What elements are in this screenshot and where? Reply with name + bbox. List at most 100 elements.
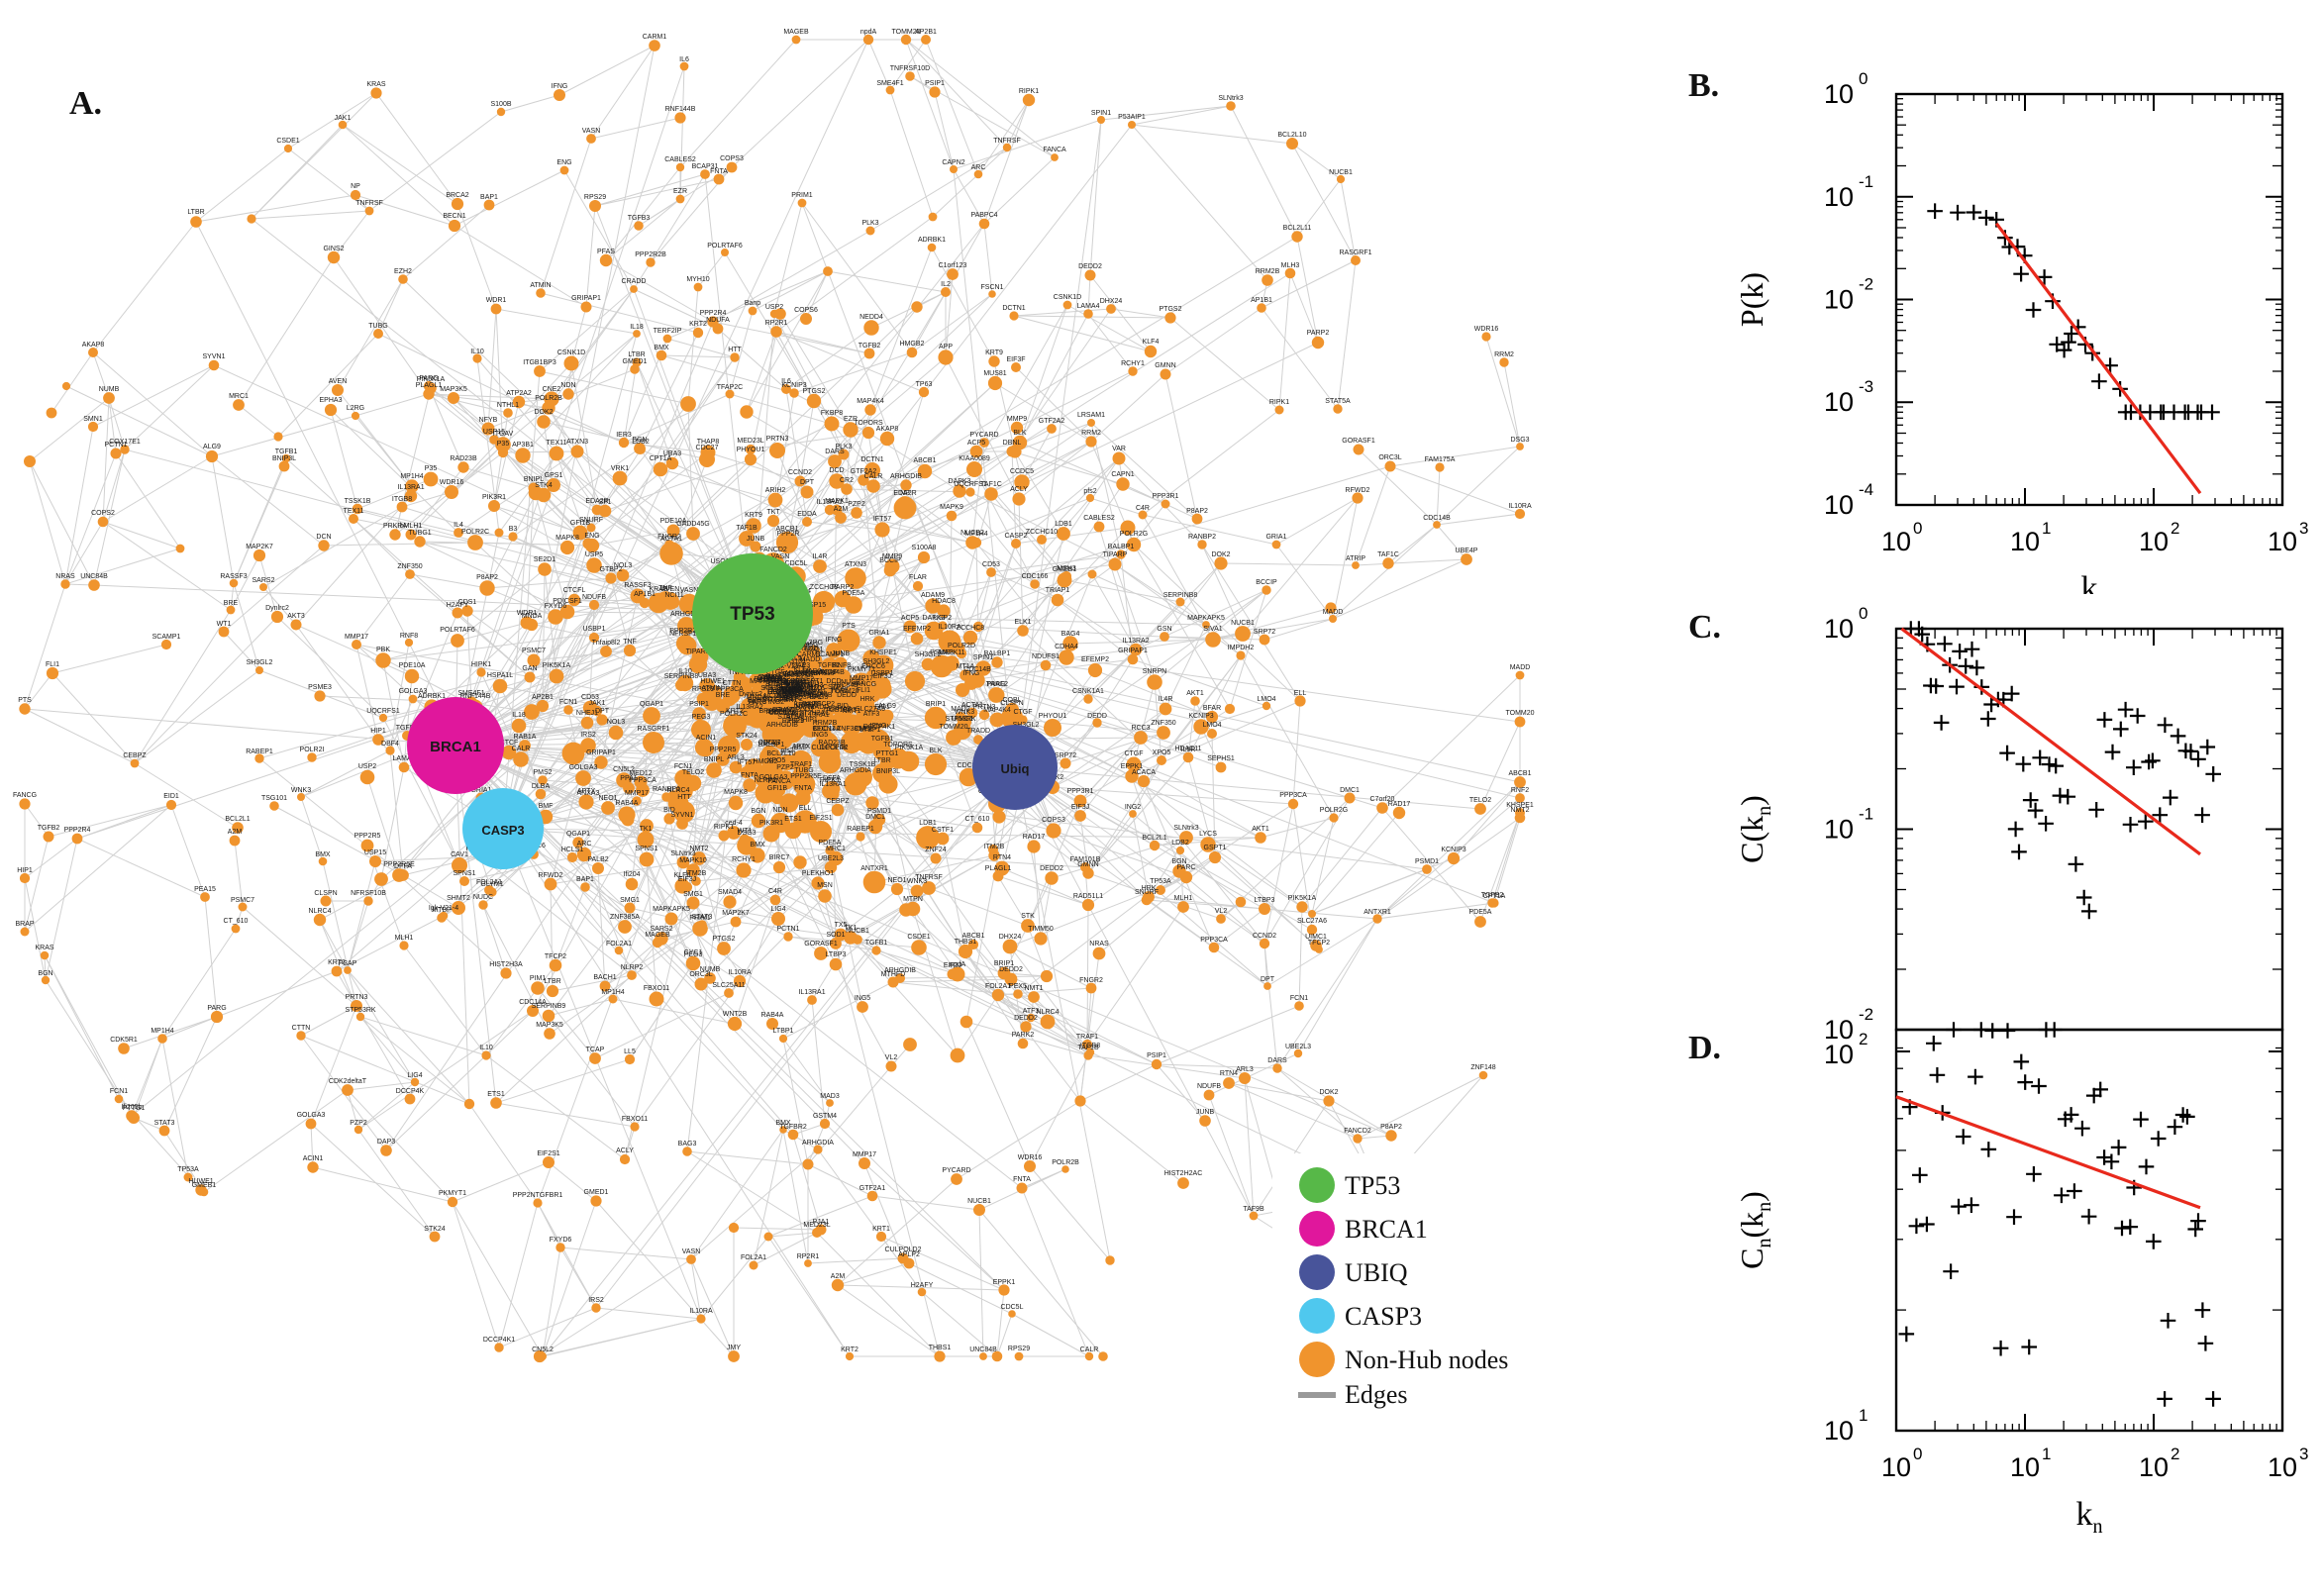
svg-text:NUCB1: NUCB1 (1329, 169, 1353, 176)
svg-text:ARHGDIA: ARHGDIA (840, 767, 871, 774)
svg-text:MAP3K5: MAP3K5 (440, 386, 467, 393)
svg-text:GSPT1: GSPT1 (1204, 845, 1227, 851)
svg-text:DHX24: DHX24 (999, 934, 1022, 941)
svg-text:GPS1: GPS1 (545, 472, 563, 479)
svg-text:CD53: CD53 (581, 694, 599, 701)
svg-text:P53AIP1: P53AIP1 (1118, 114, 1146, 121)
svg-text:CABLES2: CABLES2 (1083, 515, 1115, 522)
svg-text:PSMC7: PSMC7 (231, 897, 254, 904)
svg-text:KLF6: KLF6 (674, 872, 691, 879)
svg-text:RASGRF1: RASGRF1 (1339, 249, 1371, 256)
svg-text:RCHY1: RCHY1 (732, 856, 756, 863)
svg-text:NOL3: NOL3 (607, 719, 625, 726)
svg-text:PSIP1: PSIP1 (689, 701, 709, 708)
svg-text:GRIPAP1: GRIPAP1 (571, 295, 601, 302)
svg-text:BRCA1: BRCA1 (430, 739, 481, 755)
svg-text:LYCS: LYCS (1199, 831, 1217, 838)
svg-text:MRC1: MRC1 (229, 393, 249, 400)
svg-text:ELL: ELL (799, 805, 812, 812)
svg-text:MAPK9: MAPK9 (940, 504, 963, 511)
svg-text:MP1H4: MP1H4 (601, 989, 624, 996)
svg-text:1: 1 (1859, 1406, 1868, 1425)
svg-text:AKT1: AKT1 (1252, 826, 1269, 833)
svg-text:ACP5: ACP5 (901, 615, 919, 622)
svg-text:CTTN: CTTN (292, 1025, 311, 1032)
svg-text:MAPK1: MAPK1 (825, 498, 849, 505)
svg-text:BMF: BMF (539, 803, 554, 810)
svg-text:hMLH1: hMLH1 (400, 523, 423, 530)
svg-text:CDK5R1: CDK5R1 (110, 1037, 138, 1044)
svg-text:IL18: IL18 (512, 712, 526, 719)
svg-text:PDE10A: PDE10A (399, 662, 426, 669)
svg-text:KRAS: KRAS (649, 586, 667, 593)
svg-text:TOMM20: TOMM20 (1505, 710, 1534, 717)
svg-text:UNC84B: UNC84B (969, 1347, 997, 1353)
svg-text:APLP2: APLP2 (898, 1251, 920, 1258)
svg-text:CTCFL: CTCFL (563, 587, 586, 594)
svg-text:DOK2: DOK2 (1319, 1089, 1338, 1096)
svg-text:PHYOU1: PHYOU1 (1039, 713, 1067, 720)
svg-text:MNDA: MNDA (522, 613, 543, 620)
svg-text:10: 10 (2010, 527, 2040, 556)
svg-text:KHSPE1: KHSPE1 (869, 649, 897, 656)
svg-text:PPP3CA: PPP3CA (1200, 937, 1228, 944)
svg-text:MMP17: MMP17 (625, 790, 649, 797)
svg-text:PSMC7: PSMC7 (522, 648, 546, 654)
svg-text:TGFB2: TGFB2 (1481, 892, 1504, 899)
svg-text:RP2R1: RP2R1 (765, 320, 788, 327)
svg-text:RRM2: RRM2 (1494, 351, 1514, 358)
svg-text:LTBP3: LTBP3 (826, 951, 847, 958)
svg-text:THBS1: THBS1 (929, 1345, 952, 1351)
svg-text:SLC27A6: SLC27A6 (1297, 918, 1327, 925)
svg-text:BACH1: BACH1 (593, 974, 616, 981)
svg-text:FANCG: FANCG (853, 681, 876, 688)
svg-text:TUBG1: TUBG1 (408, 530, 431, 537)
svg-text:HIP1: HIP1 (17, 867, 33, 874)
svg-text:NHEJ1: NHEJ1 (576, 710, 598, 717)
svg-text:A2M: A2M (228, 829, 243, 836)
svg-text:RCC3: RCC3 (1131, 725, 1150, 732)
svg-text:IMPDH2: IMPDH2 (1228, 645, 1255, 651)
svg-text:CN5L2: CN5L2 (532, 1347, 554, 1353)
svg-text:FOL2A1: FOL2A1 (606, 941, 632, 948)
svg-text:TNFRSF10D: TNFRSF10D (890, 65, 930, 72)
svg-text:CT_610: CT_610 (965, 816, 990, 823)
svg-text:SERPINB8: SERPINB8 (1163, 592, 1198, 599)
svg-text:MAPK8: MAPK8 (556, 535, 579, 542)
svg-text:VASN: VASN (682, 1248, 701, 1255)
svg-text:LDB1: LDB1 (919, 820, 937, 827)
svg-text:CEBPZ: CEBPZ (123, 752, 147, 759)
svg-text:COPS2: COPS2 (91, 510, 115, 517)
svg-text:USBP1: USBP1 (583, 626, 606, 633)
svg-text:ABCB1: ABCB1 (914, 457, 937, 464)
svg-text:RCHY1: RCHY1 (1121, 360, 1145, 367)
svg-text:DBNL: DBNL (1003, 440, 1022, 447)
svg-text:FANCD2: FANCD2 (1344, 1128, 1371, 1135)
svg-text:LMO4: LMO4 (1202, 722, 1221, 729)
svg-text:TP53: TP53 (1345, 1171, 1400, 1200)
svg-text:PMS2: PMS2 (533, 769, 552, 776)
svg-text:TERF2IP: TERF2IP (654, 328, 682, 335)
svg-text:POLRTAF6: POLRTAF6 (707, 243, 743, 249)
svg-text:0: 0 (1859, 69, 1868, 88)
svg-text:CARM1: CARM1 (643, 34, 667, 41)
svg-text:AP1B1: AP1B1 (1251, 297, 1272, 304)
svg-text:0: 0 (1913, 1445, 1922, 1463)
svg-text:CEBPZ: CEBPZ (826, 798, 850, 805)
svg-text:AP2B1: AP2B1 (532, 694, 554, 701)
svg-text:IL10: IL10 (479, 1045, 493, 1051)
svg-text:PEA15: PEA15 (768, 674, 790, 681)
svg-text:LIG4: LIG4 (770, 906, 785, 913)
svg-text:TP63: TP63 (916, 381, 933, 388)
svg-text:ADRBK1: ADRBK1 (918, 237, 946, 244)
svg-text:PCTN1: PCTN1 (777, 926, 800, 933)
svg-text:DPT: DPT (800, 479, 815, 486)
svg-text:BAG3: BAG3 (678, 1141, 697, 1147)
svg-text:EID1: EID1 (874, 704, 890, 711)
svg-text:STK: STK (1021, 913, 1035, 920)
svg-text:ATXN3: ATXN3 (566, 439, 588, 446)
svg-text:PKMYT1: PKMYT1 (439, 1190, 466, 1197)
svg-text:RRM2B: RRM2B (1256, 268, 1280, 275)
svg-text:CASP3: CASP3 (481, 823, 524, 838)
svg-text:SE2D1: SE2D1 (534, 556, 556, 563)
